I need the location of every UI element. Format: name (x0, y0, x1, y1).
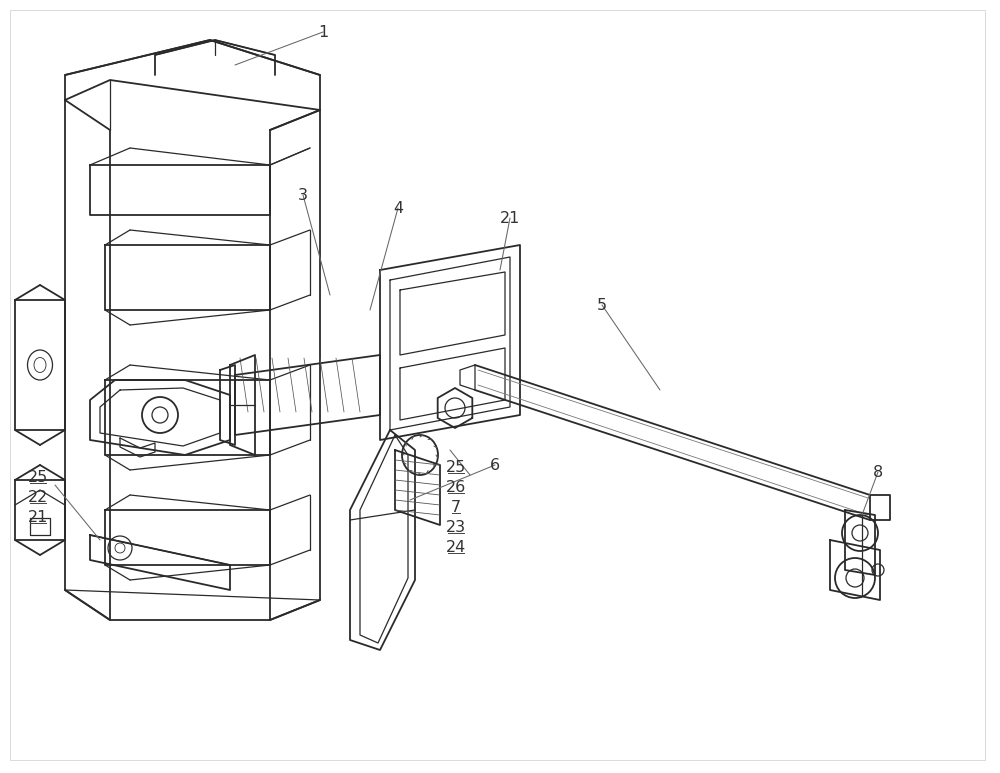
Text: 22: 22 (28, 489, 48, 505)
Text: 25: 25 (446, 459, 466, 475)
Text: 4: 4 (393, 200, 403, 216)
Text: 6: 6 (490, 458, 500, 472)
Text: 8: 8 (873, 465, 883, 479)
Text: 21: 21 (500, 210, 520, 226)
Text: 25: 25 (28, 469, 48, 485)
Text: 26: 26 (446, 479, 466, 495)
Text: 24: 24 (446, 540, 466, 554)
Text: 7: 7 (451, 499, 461, 515)
Text: 5: 5 (597, 298, 607, 312)
Text: 21: 21 (28, 509, 48, 525)
Text: 23: 23 (446, 519, 466, 534)
Text: 1: 1 (318, 25, 328, 39)
Text: 3: 3 (298, 188, 308, 203)
